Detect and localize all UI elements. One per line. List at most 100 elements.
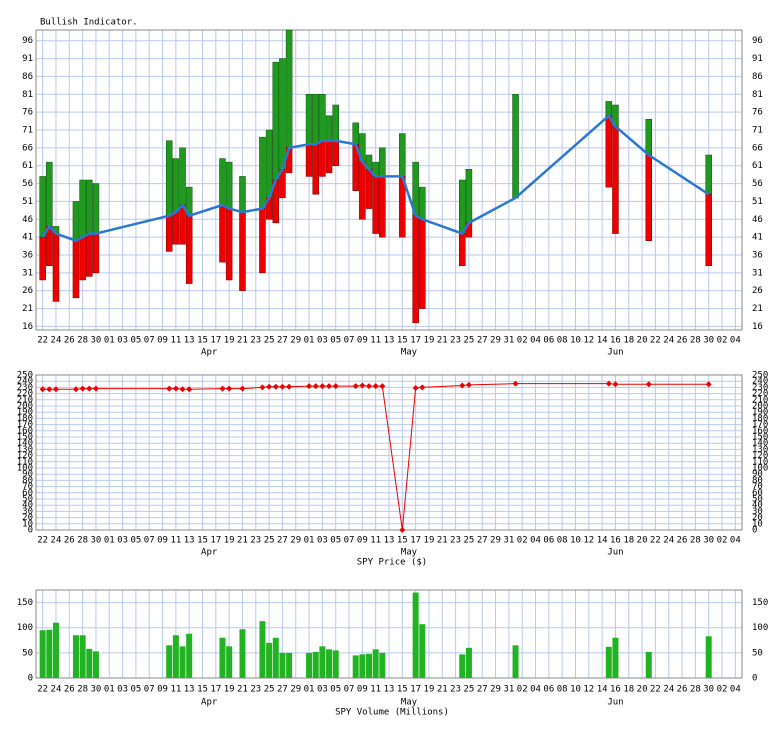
x-tick-label: 11 [170, 536, 181, 546]
x-tick-label: 08 [557, 685, 568, 695]
month-label: Apr [201, 348, 218, 358]
x-tick-label: 16 [610, 536, 621, 546]
x-tick-label: 13 [184, 536, 195, 546]
volume-bar [266, 642, 273, 678]
y2-tick-label: 150 [752, 598, 768, 608]
x-tick-label: 28 [690, 685, 701, 695]
x-tick-label: 29 [290, 685, 301, 695]
volume-bar [412, 592, 419, 678]
x-tick-label: 01 [104, 536, 115, 546]
y-tick-label: 26 [22, 286, 33, 296]
price-marker [259, 384, 266, 391]
x-tick-label: 11 [370, 336, 381, 346]
volume-bar [226, 646, 233, 678]
down-bar [332, 140, 339, 166]
down-bar [379, 176, 386, 238]
volume-bar [286, 652, 293, 678]
x-tick-label: 07 [344, 536, 355, 546]
x-tick-label: 12 [583, 336, 594, 346]
down-bar [645, 154, 653, 241]
y-tick-label: 66 [22, 143, 33, 153]
up-bar [165, 140, 173, 216]
price-marker [359, 382, 366, 389]
y-tick-label: 100 [17, 623, 33, 633]
y-tick-label: 120 [17, 451, 33, 461]
y2-tick-label: 190 [752, 408, 768, 418]
price-marker [512, 380, 519, 387]
down-bar [419, 219, 426, 309]
volume-bar [39, 630, 46, 678]
x-tick-label: 14 [597, 536, 608, 546]
x-tick-label: 15 [197, 536, 208, 546]
x-tick-label: 22 [37, 536, 48, 546]
x-tick-label: 03 [317, 685, 328, 695]
x-tick-label: 02 [517, 536, 528, 546]
y-tick-label: 51 [22, 197, 33, 207]
price-marker [266, 383, 273, 390]
down-bar [259, 208, 266, 274]
y-tick-label: 200 [17, 402, 33, 412]
x-tick-label: 07 [344, 336, 355, 346]
down-bar [319, 140, 326, 177]
y-tick-label: 96 [22, 36, 33, 46]
y-tick-label: 31 [22, 268, 33, 278]
x-tick-label: 24 [51, 536, 62, 546]
up-bar [459, 179, 466, 234]
x-tick-label: 11 [370, 685, 381, 695]
x-tick-label: 13 [384, 536, 395, 546]
x-tick-label: 31 [503, 536, 514, 546]
x-tick-label: 17 [410, 336, 421, 346]
y-tick-label: 150 [17, 598, 33, 608]
x-tick-label: 25 [464, 536, 475, 546]
month-label: May [401, 698, 418, 708]
up-bar [72, 201, 80, 241]
x-tick-label: 25 [464, 685, 475, 695]
x-tick-label: 08 [557, 336, 568, 346]
x-tick-label: 28 [77, 685, 88, 695]
x-tick-label: 19 [424, 536, 435, 546]
y-tick-label: 160 [17, 426, 33, 436]
x-tick-label: 12 [583, 685, 594, 695]
price-marker [92, 385, 99, 392]
y2-tick-label: 16 [752, 322, 763, 332]
y2-tick-label: 21 [752, 304, 763, 314]
up-bar [279, 58, 286, 170]
y2-tick-label: 41 [752, 233, 763, 243]
volume-bar [366, 653, 373, 678]
x-tick-label: 10 [570, 536, 581, 546]
price-marker [172, 385, 179, 392]
y2-tick-label: 240 [752, 377, 768, 387]
x-tick-label: 23 [250, 536, 261, 546]
volume-bar [312, 651, 319, 678]
y-tick-label: 41 [22, 233, 33, 243]
down-bar [305, 144, 313, 177]
up-bar [46, 161, 53, 227]
y-tick-label: 40 [22, 501, 33, 511]
price-marker [52, 386, 59, 393]
x-tick-label: 30 [91, 685, 102, 695]
x-tick-label: 21 [437, 536, 448, 546]
price-marker [79, 385, 86, 392]
x-tick-label: 10 [570, 336, 581, 346]
x-tick-label: 16 [610, 685, 621, 695]
price-marker [239, 385, 246, 392]
volume-bar [372, 649, 379, 678]
x-tick-label: 31 [503, 685, 514, 695]
price-marker [612, 381, 619, 388]
volume-bar [705, 636, 712, 678]
month-label: May [401, 548, 418, 558]
month-label: Jun [607, 348, 623, 358]
x-tick-label: 01 [304, 685, 315, 695]
up-bar [465, 169, 473, 224]
price-marker [279, 383, 286, 390]
x-tick-label: 07 [144, 536, 155, 546]
x-tick-label: 18 [623, 336, 634, 346]
up-bar [332, 104, 339, 141]
x-tick-label: 21 [437, 336, 448, 346]
x-tick-label: 05 [330, 685, 341, 695]
x-tick-label: 05 [130, 536, 141, 546]
x-tick-label: 19 [224, 336, 235, 346]
volume-bar [612, 637, 619, 678]
x-tick-label: 30 [91, 536, 102, 546]
x-tick-label: 20 [637, 336, 648, 346]
